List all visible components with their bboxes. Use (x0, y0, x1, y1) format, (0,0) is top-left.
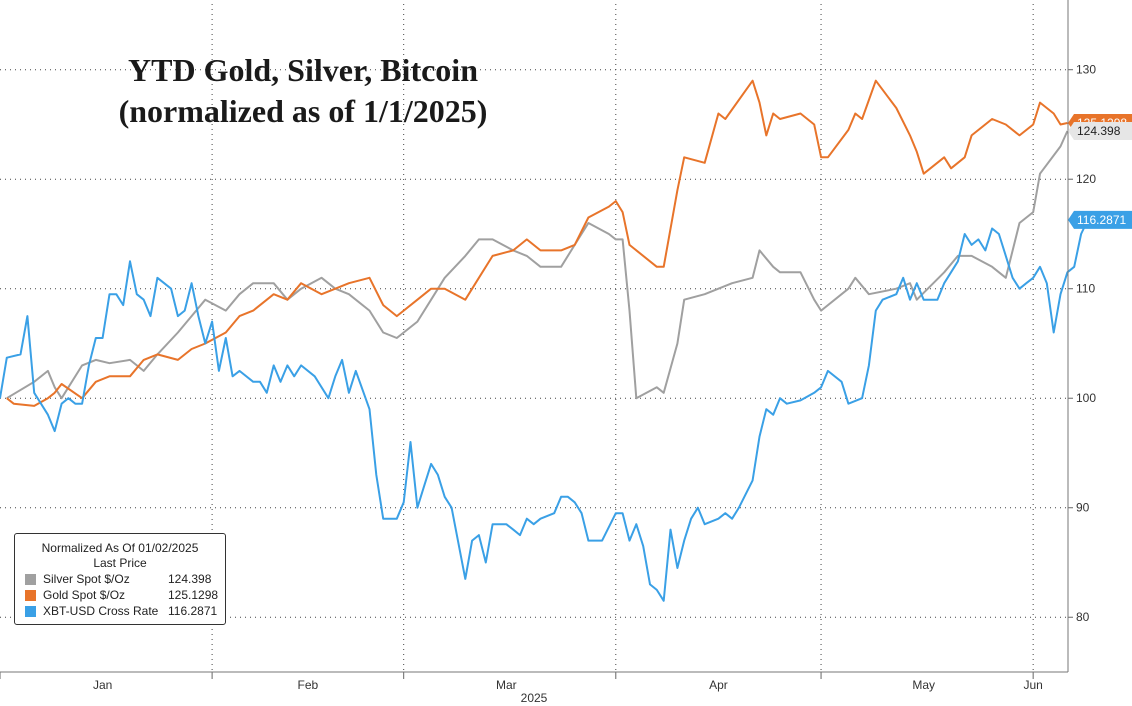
chart-title: YTD Gold, Silver, Bitcoin (normalized as… (119, 52, 488, 129)
legend-entry-bitcoin: XBT-USD Cross Rate 116.2871 (15, 603, 225, 619)
y-tick-label: 120 (1076, 172, 1096, 186)
series-line-gold (6, 79, 1068, 407)
legend-value-bitcoin: 116.2871 (168, 604, 218, 618)
title-line-2: (normalized as of 1/1/2025) (119, 93, 488, 129)
x-tick-label: Mar (496, 678, 517, 692)
axes-layer: 80 90 100 110 120 130 Jan Feb Mar Apr May Jun 2025 (0, 0, 1096, 705)
legend-title: Normalized As Of 01/02/2025 (41, 541, 199, 555)
flag-shape (1068, 210, 1132, 229)
x-tick-label: Apr (709, 678, 728, 692)
x-tick-label: Jun (1023, 678, 1042, 692)
last-price-flag-silver: 124.398 (1068, 122, 1132, 141)
legend-entry-silver: Silver Spot $/Oz 124.398 (15, 571, 225, 587)
legend-label-bitcoin: XBT-USD Cross Rate (43, 604, 159, 618)
y-tick-label: 110 (1076, 282, 1095, 296)
legend-value-silver: 124.398 (168, 572, 212, 586)
y-tick-label: 100 (1076, 391, 1096, 405)
legend-value-gold: 125.1298 (168, 588, 219, 602)
x-tick-label: Feb (298, 678, 319, 692)
x-axis-label: 2025 (521, 691, 548, 705)
last-price-flag-bitcoin: 116.2871 (1068, 210, 1132, 229)
y-tick-label: 90 (1076, 501, 1090, 515)
series-layer (0, 79, 1089, 602)
flag-value: 116.2871 (1077, 213, 1126, 227)
grid-lines (0, 4, 1068, 672)
legend-entry-gold: Gold Spot $/Oz 125.1298 (15, 587, 225, 603)
legend-label-silver: Silver Spot $/Oz (43, 572, 130, 586)
legend-subtitle: Last Price (93, 556, 147, 570)
x-tick-label: May (912, 678, 935, 692)
legend-swatch-bitcoin (25, 606, 36, 617)
y-tick-label: 130 (1076, 63, 1096, 77)
legend-swatch-silver (25, 574, 36, 585)
title-line-1: YTD Gold, Silver, Bitcoin (128, 52, 478, 88)
legend-swatch-gold (25, 590, 36, 601)
flag-shape (1068, 122, 1132, 141)
legend-label-gold: Gold Spot $/Oz (43, 588, 126, 602)
y-tick-label: 80 (1076, 610, 1090, 624)
flag-value: 124.398 (1077, 124, 1121, 138)
legend: Normalized As Of 01/02/2025 Last Price S… (14, 533, 226, 625)
series-line-bitcoin (0, 219, 1089, 602)
x-tick-label: Jan (93, 678, 112, 692)
